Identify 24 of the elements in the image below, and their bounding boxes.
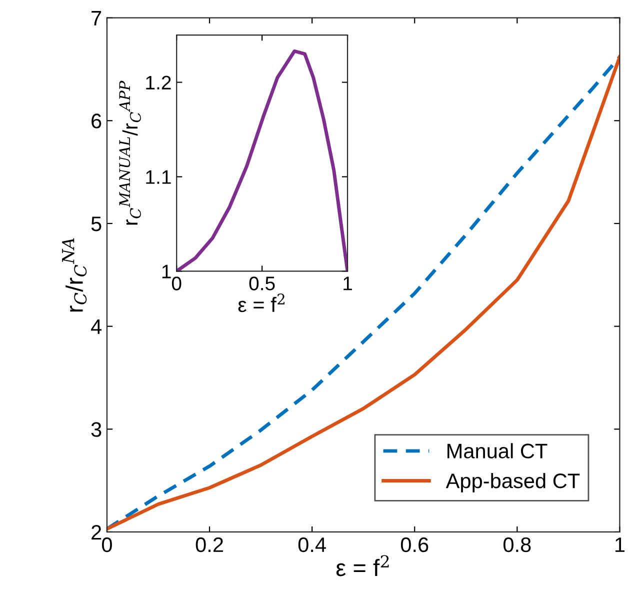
- y-tick-label: 7: [92, 11, 102, 26]
- y-tick-label: 1: [162, 264, 171, 278]
- y-tick-label: 5: [91, 216, 102, 232]
- y-tick-label: 6: [92, 114, 102, 128]
- y-axis-title: r$_{C}$/r$_{C}$$^{NA}$: [62, 238, 87, 312]
- y-tick-label: 1.2: [146, 76, 171, 90]
- x-axis-title: ε = f$^{2}$: [336, 555, 389, 576]
- x-tick-label: 0.2: [196, 537, 223, 552]
- y-tick-label: 1.1: [146, 170, 171, 184]
- x-tick-label: 0.6: [400, 537, 428, 552]
- x-tick-label: 0.4: [298, 537, 326, 552]
- y-tick-label: 2: [92, 524, 102, 540]
- y-axis-title: r$_{C}$$^{MANUAL}$/r$_{C}$$^{APP}$: [119, 80, 141, 225]
- legend-label: Manual CT: [448, 443, 548, 458]
- y-tick-label: 3: [91, 422, 102, 437]
- x-tick-label: 1: [344, 276, 352, 290]
- x-tick-label: 0: [172, 276, 182, 290]
- y-tick-label: 4: [91, 320, 102, 334]
- x-tick-label: 0: [102, 537, 112, 552]
- legend-label: App-based CT: [446, 472, 580, 492]
- x-tick-label: 0.5: [249, 276, 275, 290]
- x-tick-label: 0.8: [503, 537, 531, 552]
- x-axis-title: ε = f$^{2}$: [238, 294, 284, 312]
- x-tick-label: 1: [616, 538, 624, 552]
